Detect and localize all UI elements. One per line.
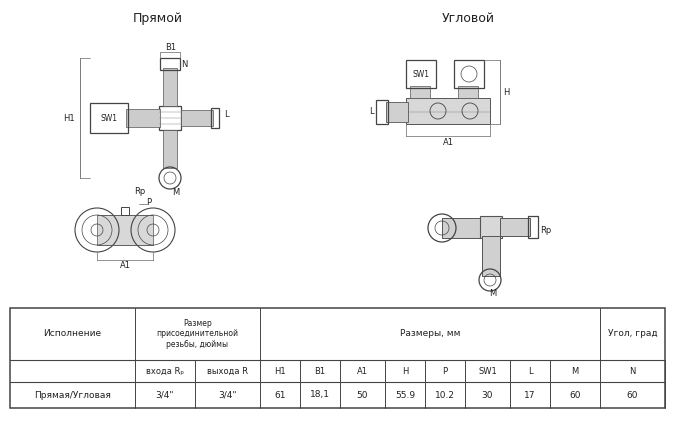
Text: P: P [442,366,448,375]
Bar [376,100,388,124]
Bar [454,60,484,88]
Bar [482,236,500,276]
Text: P: P [146,197,152,206]
Text: H: H [503,87,509,96]
Text: 17: 17 [524,390,536,399]
Bar [163,130,177,168]
Bar [90,103,128,133]
Text: Исполнение: Исполнение [43,330,101,339]
Text: L: L [528,366,533,375]
Text: 60: 60 [569,390,580,399]
Text: Прямой: Прямой [133,12,183,24]
Text: 50: 50 [357,390,369,399]
Text: A1: A1 [357,366,368,375]
Text: H1: H1 [274,366,286,375]
Bar [386,102,408,122]
Text: L: L [369,107,373,116]
Text: M: M [172,187,180,196]
Bar [121,207,129,215]
Text: Прямая/Угловая: Прямая/Угловая [34,390,111,399]
Text: Угловой: Угловой [441,12,495,24]
Bar [97,215,153,245]
Text: 55.9: 55.9 [395,390,415,399]
Bar [442,218,482,238]
Text: M: M [489,289,497,298]
Bar [160,58,180,70]
Text: 3/4": 3/4" [156,390,174,399]
Text: 3/4": 3/4" [218,390,237,399]
Text: Rp: Rp [134,187,146,196]
Text: SW1: SW1 [101,113,117,122]
Text: Угол, град: Угол, град [608,330,657,339]
Text: A1: A1 [443,137,454,146]
Text: 30: 30 [482,390,493,399]
Text: 10.2: 10.2 [435,390,455,399]
Bar [181,110,213,126]
Text: входа Rₚ: входа Rₚ [146,366,184,375]
Text: N: N [629,366,636,375]
Text: 61: 61 [274,390,286,399]
Text: N: N [181,59,187,68]
Bar [406,98,490,124]
Bar [500,218,530,236]
Text: B1: B1 [165,42,177,51]
Text: 18,1: 18,1 [310,390,330,399]
Bar [458,86,478,98]
Bar [406,60,436,88]
Bar [410,86,430,98]
Text: Rp: Rp [541,226,551,235]
Text: Размер
присоединительной
резьбы, дюймы: Размер присоединительной резьбы, дюймы [157,319,238,349]
Text: 60: 60 [627,390,639,399]
Text: выхода R: выхода R [207,366,248,375]
Bar [211,108,219,128]
Bar [126,109,160,127]
Bar [159,106,181,130]
Bar [528,216,538,238]
Bar [10,308,665,408]
Text: M: M [571,366,578,375]
Bar [163,68,177,106]
Text: SW1: SW1 [478,366,497,375]
Text: A1: A1 [119,262,130,270]
Text: Размеры, мм: Размеры, мм [400,330,460,339]
Text: H1: H1 [63,113,75,122]
Bar [480,216,502,238]
Text: H: H [402,366,408,375]
Text: SW1: SW1 [412,69,429,78]
Text: L: L [223,110,228,119]
Text: B1: B1 [315,366,325,375]
